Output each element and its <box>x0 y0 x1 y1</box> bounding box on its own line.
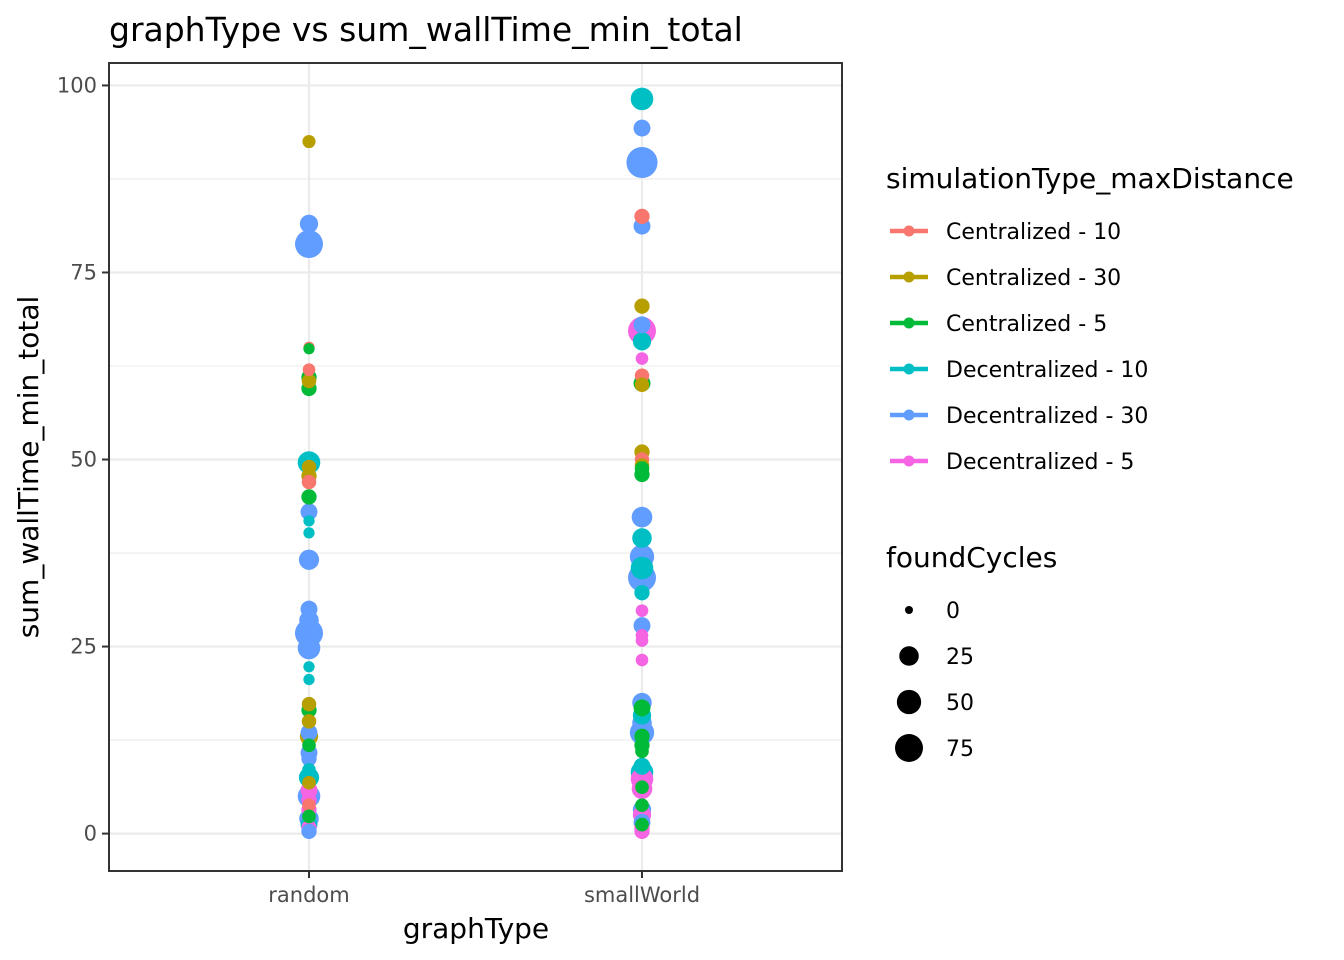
data-point <box>301 489 317 505</box>
data-point <box>635 817 649 832</box>
size-legend-label: 25 <box>946 645 974 670</box>
color-legend-label: Centralized - 5 <box>946 312 1107 337</box>
color-legend-label: Decentralized - 30 <box>946 404 1148 429</box>
size-legend-swatch <box>896 689 922 715</box>
legend-point-swatch <box>903 409 915 421</box>
data-point <box>300 724 318 742</box>
data-point <box>301 714 317 729</box>
size-legend-title: foundCycles <box>886 541 1057 574</box>
data-point <box>631 506 653 528</box>
legend-point-swatch <box>903 363 915 375</box>
legend: simulationType_maxDistance Centralized - … <box>886 162 1294 762</box>
y-tick-label: 100 <box>57 73 97 97</box>
data-point <box>302 775 316 790</box>
data-point <box>633 119 651 137</box>
x-tick-label: random <box>268 883 349 907</box>
data-point <box>303 527 315 539</box>
data-point <box>297 636 321 660</box>
data-point <box>303 515 315 527</box>
data-point <box>635 653 649 667</box>
data-point <box>298 549 320 570</box>
data-point <box>635 634 649 647</box>
data-point <box>632 528 652 548</box>
color-legend-title: simulationType_maxDistance <box>886 162 1294 195</box>
data-point <box>635 604 649 617</box>
legend-point-swatch <box>903 317 915 329</box>
color-legend-label: Decentralized - 10 <box>946 358 1148 383</box>
data-point <box>633 316 651 334</box>
legend-point-swatch <box>903 455 915 467</box>
data-point <box>299 214 319 234</box>
y-tick-label: 25 <box>70 635 97 659</box>
data-point <box>301 373 317 389</box>
color-legend-label: Decentralized - 5 <box>946 450 1134 475</box>
data-point <box>635 352 649 365</box>
data-point <box>630 556 654 580</box>
y-tick-label: 50 <box>70 448 97 472</box>
panel-border <box>108 62 843 872</box>
data-point <box>634 585 650 601</box>
size-legend-label: 0 <box>946 599 960 624</box>
legend-point-swatch <box>903 271 915 283</box>
data-point <box>302 763 316 777</box>
data-point <box>300 503 318 521</box>
data-point <box>626 146 658 179</box>
x-tick-label: smallWorld <box>584 883 700 907</box>
data-point <box>635 744 649 759</box>
data-point <box>635 780 649 795</box>
axes: 0 25 50 75 100 random smallWorld <box>57 73 700 907</box>
size-legend-swatch <box>895 734 923 762</box>
data-point <box>303 661 315 673</box>
y-tick-label: 0 <box>84 822 97 846</box>
data-point <box>303 343 315 355</box>
data-point <box>633 757 651 775</box>
data-point <box>295 230 323 259</box>
data-point <box>301 696 317 712</box>
color-legend-label: Centralized - 30 <box>946 266 1121 291</box>
y-axis-title: sum_wallTime_min_total <box>12 296 45 639</box>
data-point <box>634 208 650 225</box>
data-point <box>634 461 650 476</box>
data-point <box>302 738 316 753</box>
gridlines <box>109 63 842 871</box>
data-point <box>634 298 650 314</box>
data-point <box>633 617 651 635</box>
data-point <box>632 332 652 351</box>
data-point <box>301 474 317 490</box>
data-point <box>635 798 649 812</box>
size-legend-swatch <box>899 646 919 666</box>
data-point <box>633 699 651 717</box>
data-point <box>302 798 316 812</box>
data-point <box>302 363 316 377</box>
data-point <box>300 600 318 618</box>
size-legend-label: 75 <box>946 737 974 762</box>
y-tick-label: 75 <box>70 260 97 284</box>
size-legend-label: 50 <box>946 691 974 716</box>
data-point <box>302 809 316 824</box>
data-point <box>302 134 316 149</box>
color-legend-label: Centralized - 10 <box>946 220 1121 245</box>
data-point <box>301 751 317 767</box>
data-point <box>301 459 317 475</box>
x-axis-title: graphType <box>403 912 549 945</box>
size-legend-swatch <box>905 606 913 614</box>
data-point <box>303 673 315 686</box>
data-point <box>301 823 317 839</box>
data-point <box>630 87 654 111</box>
data-points <box>295 87 658 839</box>
legend-point-swatch <box>903 225 915 237</box>
data-point <box>634 377 650 392</box>
chart-title: graphType vs sum_wallTime_min_total <box>109 10 743 49</box>
